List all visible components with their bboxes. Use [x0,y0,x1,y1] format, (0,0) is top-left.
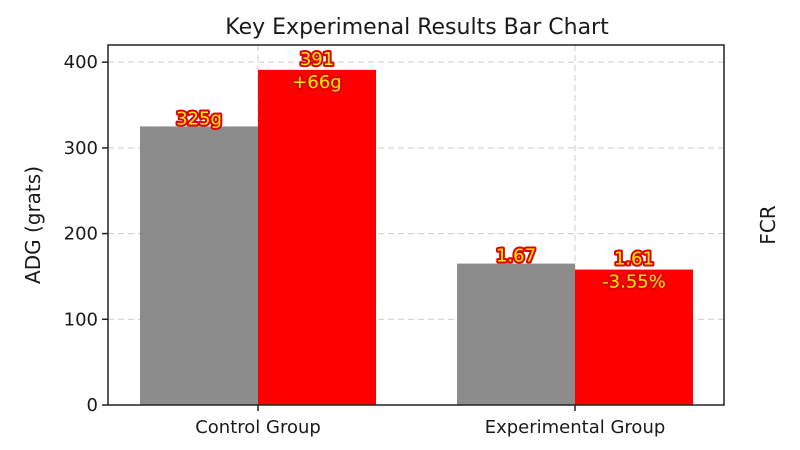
secondary-y-axis-label: FCR [756,205,780,244]
x-axis-ticks: Control Group Experimental Group [195,405,665,438]
y-axis-label: ADG (grats) [21,166,45,284]
y-tick-label: 0 [87,395,98,416]
x-tick-label: Experimental Group [485,417,666,438]
bar [575,269,693,405]
chart-title: Key Experimenal Results Bar Chart [225,15,609,40]
data-label: 1.67 [496,246,536,267]
data-label: 1.61 -3.55% [602,249,666,293]
bar [258,69,376,405]
y-axis-ticks: 0 100 200 300 400 [64,52,108,416]
bar [457,263,575,405]
y-tick-label: 400 [64,52,98,73]
y-tick-label: 300 [64,138,98,159]
plot-frame [107,44,725,406]
bar [140,126,258,405]
data-labels: 325g 391 +66g 1.67 1.61 -3.55% [174,47,668,295]
bars [140,69,693,405]
x-tick-label: Control Group [195,417,321,438]
y-tick-label: 200 [64,224,98,245]
y-tick-label: 100 [64,309,98,330]
data-label: 325g [176,108,222,129]
data-label: 391 +66g [292,49,341,93]
